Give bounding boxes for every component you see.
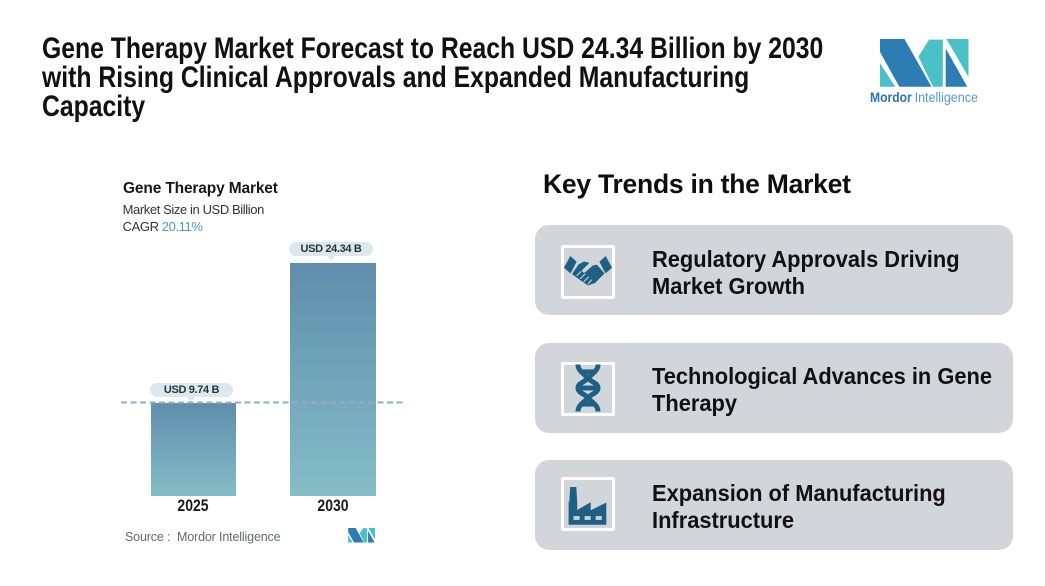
svg-text:Mordor: Mordor [870, 90, 912, 105]
svg-text:Intelligence: Intelligence [915, 90, 978, 105]
